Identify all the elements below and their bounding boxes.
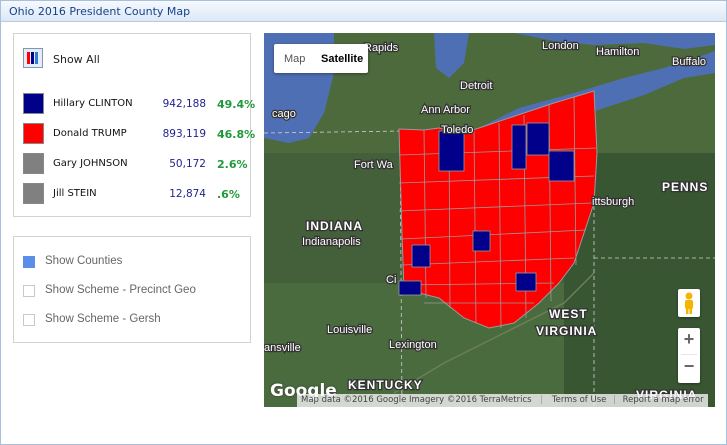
city-label: Lexington	[389, 339, 437, 351]
show-all-label: Show All	[53, 53, 100, 66]
zoom-out-button[interactable]: −	[683, 356, 695, 376]
state-label: KENTUCKY	[348, 378, 423, 392]
satellite-map-canvas[interactable]: Rapids London Hamilton Buffalo Detroit A…	[264, 33, 715, 407]
terms-of-use-link[interactable]: Terms of Use	[551, 395, 607, 405]
zoom-in-button[interactable]: +	[683, 329, 695, 349]
zoom-control: + −	[678, 328, 700, 383]
lake-ontario	[514, 33, 715, 49]
show-counties-label: Show Counties	[45, 255, 123, 267]
city-label: Rapids	[364, 42, 399, 54]
city-label: Toledo	[441, 124, 473, 136]
state-label: WEST	[549, 307, 588, 321]
pegman-icon[interactable]	[678, 289, 700, 317]
candidate-name: Jill STEIN	[53, 188, 97, 199]
candidate-color-swatch	[23, 183, 44, 204]
candidate-name: Hillary CLINTON	[53, 98, 133, 109]
candidate-color-swatch	[23, 123, 44, 144]
candidate-row-clinton[interactable]: Hillary CLINTON 942,188 49.4%	[23, 93, 255, 114]
candidate-color-swatch	[23, 93, 44, 114]
show-scheme-precinct-label: Show Scheme - Precinct Geo	[45, 284, 196, 296]
candidate-percent: 46.8%	[217, 128, 256, 141]
city-label: Hamilton	[596, 46, 639, 58]
attribution-text: Map data ©2016 Google Imagery ©2016 Terr…	[301, 395, 532, 405]
map-labels: Rapids London Hamilton Buffalo Detroit A…	[264, 39, 709, 404]
show-scheme-gersh-checkbox[interactable]	[23, 314, 35, 326]
city-label: ansville	[264, 342, 301, 354]
candidate-votes: 942,188	[162, 98, 206, 110]
county-borders	[398, 96, 597, 329]
candidate-row-johnson[interactable]: Gary JOHNSON 50,172 2.6%	[23, 153, 251, 174]
lake-st-clair	[434, 33, 469, 78]
candidate-percent: 2.6%	[217, 158, 248, 171]
candidate-row-trump[interactable]: Donald TRUMP 893,119 46.8%	[23, 123, 255, 144]
city-label: Indianapolis	[302, 236, 361, 248]
state-label: VIRGINIA	[536, 324, 597, 338]
city-label: Fort Wa	[354, 159, 394, 171]
candidate-row-stein[interactable]: Jill STEIN 12,874 .6%	[23, 183, 251, 204]
map-type-control: Map Satellite	[274, 44, 368, 73]
show-counties-checkbox[interactable]	[23, 256, 35, 268]
candidate-color-swatch	[23, 153, 44, 174]
candidate-name: Gary JOHNSON	[53, 158, 128, 169]
state-label: INDIANA	[306, 219, 363, 233]
clinton-counties[interactable]	[398, 122, 575, 296]
city-label: ittsburgh	[592, 196, 634, 208]
city-label: Ci	[386, 274, 396, 286]
city-label: Louisville	[327, 324, 372, 336]
map-type-satellite-button[interactable]: Satellite	[321, 53, 364, 65]
title-bar: Ohio 2016 President County Map	[1, 1, 726, 22]
show-scheme-gersh-label: Show Scheme - Gersh	[45, 313, 161, 325]
county-map[interactable]: Rapids London Hamilton Buffalo Detroit A…	[264, 33, 715, 407]
city-label: Buffalo	[672, 56, 706, 68]
candidate-votes: 12,874	[169, 188, 206, 200]
candidate-percent: 49.4%	[217, 98, 256, 111]
show-scheme-precinct-checkbox[interactable]	[23, 285, 35, 297]
city-label: Ann Arbor	[421, 104, 470, 116]
city-label: London	[542, 40, 579, 52]
candidate-votes: 50,172	[169, 158, 206, 170]
candidate-votes: 893,119	[162, 128, 206, 140]
map-options-panel: Show Counties Show Scheme - Precinct Geo…	[13, 236, 251, 343]
state-label: PENNS	[662, 180, 708, 194]
multicolor-bars-icon	[23, 48, 43, 68]
report-map-error-link[interactable]: Report a map error	[622, 395, 704, 405]
window-title: Ohio 2016 President County Map	[9, 5, 191, 18]
candidate-name: Donald TRUMP	[53, 128, 127, 139]
city-label: cago	[272, 108, 296, 120]
candidate-legend-panel: Show All Hillary CLINTON 942,188 49.4% D…	[13, 33, 255, 217]
candidate-percent: .6%	[217, 188, 240, 201]
map-type-map-button[interactable]: Map	[284, 53, 306, 65]
city-label: Detroit	[460, 80, 492, 92]
map-attribution: Map data ©2016 Google Imagery ©2016 Terr…	[297, 394, 708, 407]
